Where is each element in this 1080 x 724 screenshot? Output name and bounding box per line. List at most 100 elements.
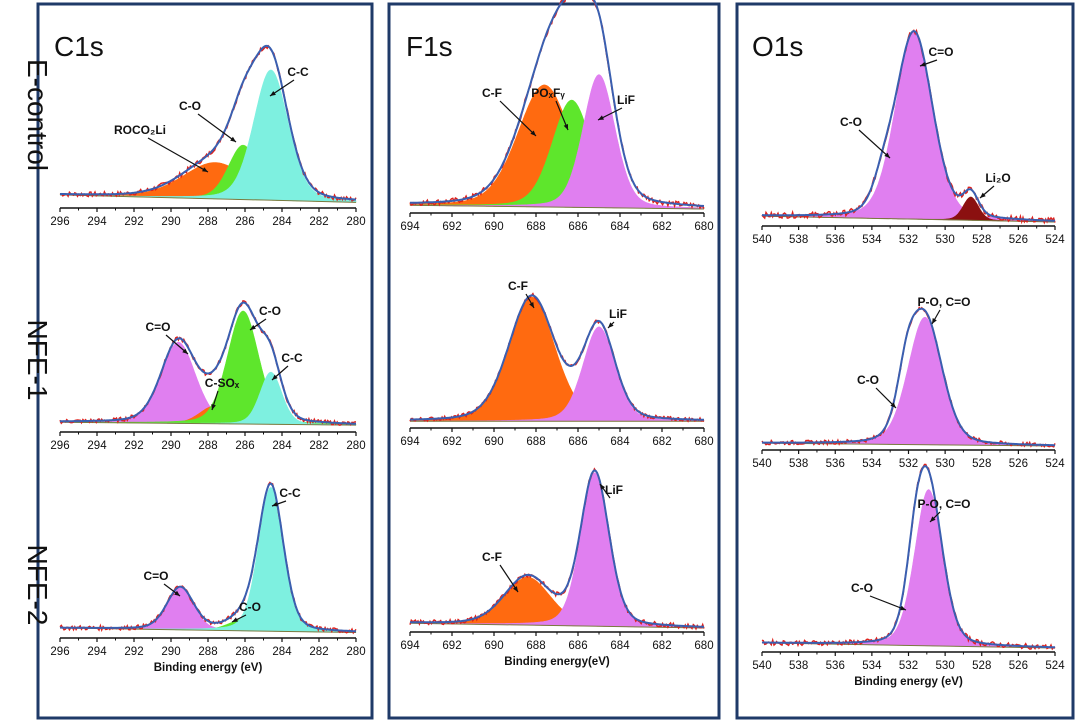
fit-envelope-line bbox=[410, 0, 705, 207]
c1s-column-frame bbox=[36, 2, 374, 720]
row-label-nfe-1: NFE-1 bbox=[22, 320, 53, 401]
x-tick-label: 686 bbox=[568, 640, 587, 652]
peak-annotation-label: C-O bbox=[239, 600, 261, 614]
peak-annotation-arrowhead bbox=[272, 501, 278, 507]
x-tick-label: 284 bbox=[272, 440, 292, 452]
panel-f1s-e-control: 694 692 690 688 686 684 682 680 C-F POₓFᵧ LiF bbox=[400, 0, 714, 233]
x-tick-label: 526 bbox=[1009, 660, 1028, 672]
x-tick-label: 284 bbox=[272, 216, 292, 228]
component-peak-c-f bbox=[409, 296, 705, 422]
x-tick-label: 280 bbox=[346, 440, 365, 452]
peak-annotation-arrowhead bbox=[232, 617, 238, 622]
x-tick-label: 690 bbox=[484, 221, 503, 233]
peak-annotation-arrow bbox=[197, 113, 237, 143]
x-tick-label: 286 bbox=[235, 440, 254, 452]
x-tick-label: 540 bbox=[752, 660, 771, 672]
peak-annotation-label: C-O bbox=[851, 581, 873, 595]
x-tick-label: 530 bbox=[936, 458, 955, 470]
x-tick-label: 294 bbox=[87, 216, 107, 228]
peak-annotation-arrowhead bbox=[270, 91, 276, 96]
peak-annotation-label: C-O bbox=[840, 115, 862, 129]
x-tick-label: 680 bbox=[694, 640, 713, 652]
x-tick-label: 688 bbox=[526, 221, 545, 233]
background-line bbox=[761, 442, 1056, 447]
x-tick-label: 532 bbox=[899, 234, 918, 246]
panel-f1s-nfe-2: 694 692 690 688 686 684 682 680 Binding energy(e… bbox=[400, 467, 714, 668]
peak-annotation-arrowhead bbox=[211, 404, 216, 410]
fit-envelope-line bbox=[762, 307, 1055, 447]
x-tick-label: 524 bbox=[1045, 234, 1065, 246]
x-tick-label: 528 bbox=[972, 458, 991, 470]
peak-annotation-label: C=O bbox=[928, 45, 953, 59]
x-tick-label: 294 bbox=[87, 440, 107, 452]
x-tick-label: 690 bbox=[484, 640, 503, 652]
panel-o1s-nfe-1: 540 538 536 534 532 530 528 526 524 C-O P-O, C=O bbox=[752, 295, 1065, 470]
peak-annotation-arrowhead bbox=[563, 124, 568, 130]
peak-annotation-label: ROCO₂Li bbox=[114, 123, 166, 137]
peak-annotation-arrow bbox=[147, 137, 209, 173]
x-tick-label: 280 bbox=[346, 216, 365, 228]
x-tick-label: 286 bbox=[235, 216, 254, 228]
peak-annotation-label: P-O, C=O bbox=[917, 497, 970, 511]
x-tick-label: 532 bbox=[899, 458, 918, 470]
raw-data-line bbox=[409, 467, 705, 631]
background-line bbox=[761, 215, 1056, 223]
x-tick-label: 532 bbox=[899, 660, 918, 672]
peak-annotation-label: C-C bbox=[287, 65, 309, 79]
peak-annotation-arrowhead bbox=[920, 62, 926, 67]
x-tick-label: 536 bbox=[826, 458, 845, 470]
background-line bbox=[409, 622, 705, 629]
fit-envelope-line bbox=[60, 44, 357, 201]
row-label-e-control: E-control bbox=[22, 59, 53, 171]
column-title-c1s: C1s bbox=[54, 31, 104, 62]
peak-annotation-arrowhead bbox=[174, 590, 180, 596]
fit-envelope-line bbox=[60, 301, 356, 425]
x-tick-label: 538 bbox=[789, 660, 808, 672]
x-tick-label: 296 bbox=[50, 440, 69, 452]
x-tick-label: 686 bbox=[568, 436, 587, 448]
x-tick-label: 524 bbox=[1045, 660, 1065, 672]
peak-annotation-label: C-C bbox=[281, 351, 303, 365]
x-tick-label: 292 bbox=[124, 646, 143, 658]
peak-annotation-label: LiF bbox=[605, 483, 623, 497]
peak-annotation-arrowhead bbox=[513, 586, 518, 592]
x-tick-label: 286 bbox=[235, 646, 254, 658]
x-tick-label: 294 bbox=[87, 646, 107, 658]
x-tick-label: 284 bbox=[272, 646, 292, 658]
peak-annotation-arrowhead bbox=[930, 516, 936, 522]
x-axis-label: Binding energy(eV) bbox=[504, 656, 610, 668]
x-tick-label: 530 bbox=[936, 660, 955, 672]
x-tick-label: 288 bbox=[198, 216, 217, 228]
column-title-o1s: O1s bbox=[752, 31, 803, 62]
x-tick-label: 536 bbox=[826, 234, 845, 246]
peak-annotation-arrowhead bbox=[182, 348, 188, 354]
peak-annotation-arrowhead bbox=[980, 192, 986, 198]
x-tick-label: 692 bbox=[442, 640, 461, 652]
background-line bbox=[409, 204, 705, 210]
x-tick-label: 280 bbox=[346, 646, 365, 658]
x-tick-label: 538 bbox=[789, 458, 808, 470]
fit-envelope-line bbox=[410, 469, 704, 628]
x-tick-label: 296 bbox=[50, 216, 69, 228]
peak-annotation-arrowhead bbox=[600, 484, 606, 490]
peak-annotation-arrowhead bbox=[530, 130, 536, 136]
peak-annotation-arrow bbox=[499, 100, 537, 137]
x-tick-label: 540 bbox=[752, 234, 771, 246]
peak-annotation-arrowhead bbox=[250, 324, 256, 330]
peak-annotation-arrowhead bbox=[932, 318, 937, 324]
panel-c1s-e-control: 296 294 292 290 288 286 284 282 280 ROCO₂Li C-O C-C bbox=[50, 44, 366, 228]
raw-data-line bbox=[59, 481, 357, 635]
peak-annotation-arrowhead bbox=[272, 374, 278, 380]
f1s-column-frame bbox=[387, 2, 721, 720]
x-tick-label: 528 bbox=[972, 660, 991, 672]
background-line bbox=[59, 421, 357, 426]
fit-envelope-line bbox=[60, 482, 357, 633]
peak-annotation-arrowhead bbox=[598, 115, 604, 120]
x-tick-label: 290 bbox=[161, 646, 180, 658]
x-tick-label: 282 bbox=[309, 646, 328, 658]
x-tick-label: 288 bbox=[198, 440, 217, 452]
x-tick-label: 682 bbox=[652, 221, 671, 233]
peak-annotation-label: C-SOₓ bbox=[205, 376, 240, 390]
peak-annotation-arrowhead bbox=[202, 167, 208, 172]
